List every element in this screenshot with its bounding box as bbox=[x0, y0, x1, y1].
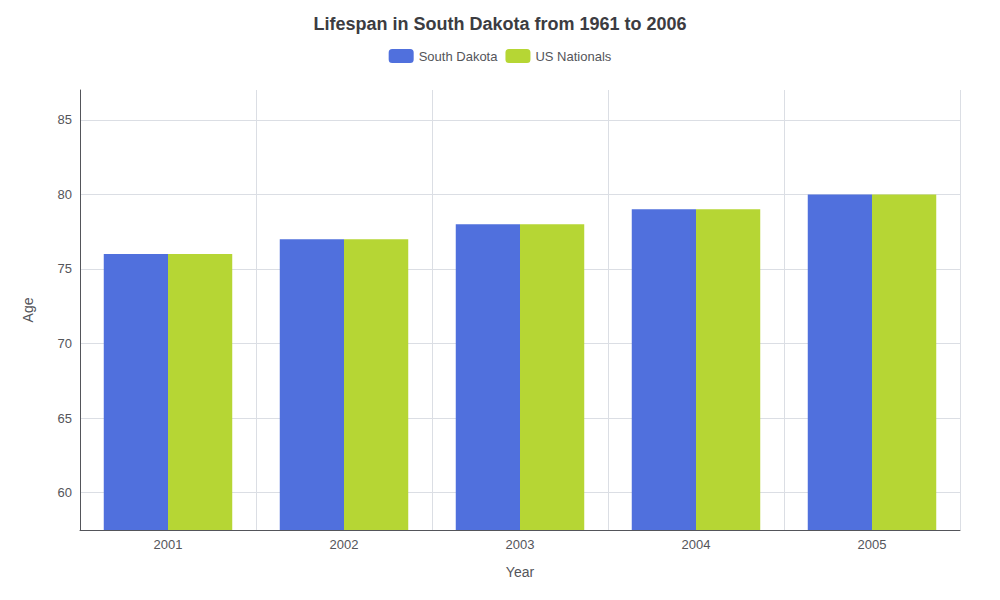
svg-text:2005: 2005 bbox=[858, 537, 887, 552]
svg-text:65: 65 bbox=[58, 411, 72, 426]
svg-text:Age: Age bbox=[20, 297, 36, 322]
svg-text:2004: 2004 bbox=[682, 537, 711, 552]
svg-text:2001: 2001 bbox=[154, 537, 183, 552]
svg-text:Year: Year bbox=[506, 564, 535, 580]
svg-text:80: 80 bbox=[58, 187, 72, 202]
svg-text:75: 75 bbox=[58, 261, 72, 276]
svg-text:2003: 2003 bbox=[506, 537, 535, 552]
svg-text:South Dakota: South Dakota bbox=[419, 49, 499, 64]
svg-text:60: 60 bbox=[58, 485, 72, 500]
svg-text:US Nationals: US Nationals bbox=[535, 49, 611, 64]
svg-text:Lifespan in South Dakota from: Lifespan in South Dakota from 1961 to 20… bbox=[313, 14, 686, 34]
svg-text:2002: 2002 bbox=[330, 537, 359, 552]
svg-text:85: 85 bbox=[58, 112, 72, 127]
svg-text:70: 70 bbox=[58, 336, 72, 351]
